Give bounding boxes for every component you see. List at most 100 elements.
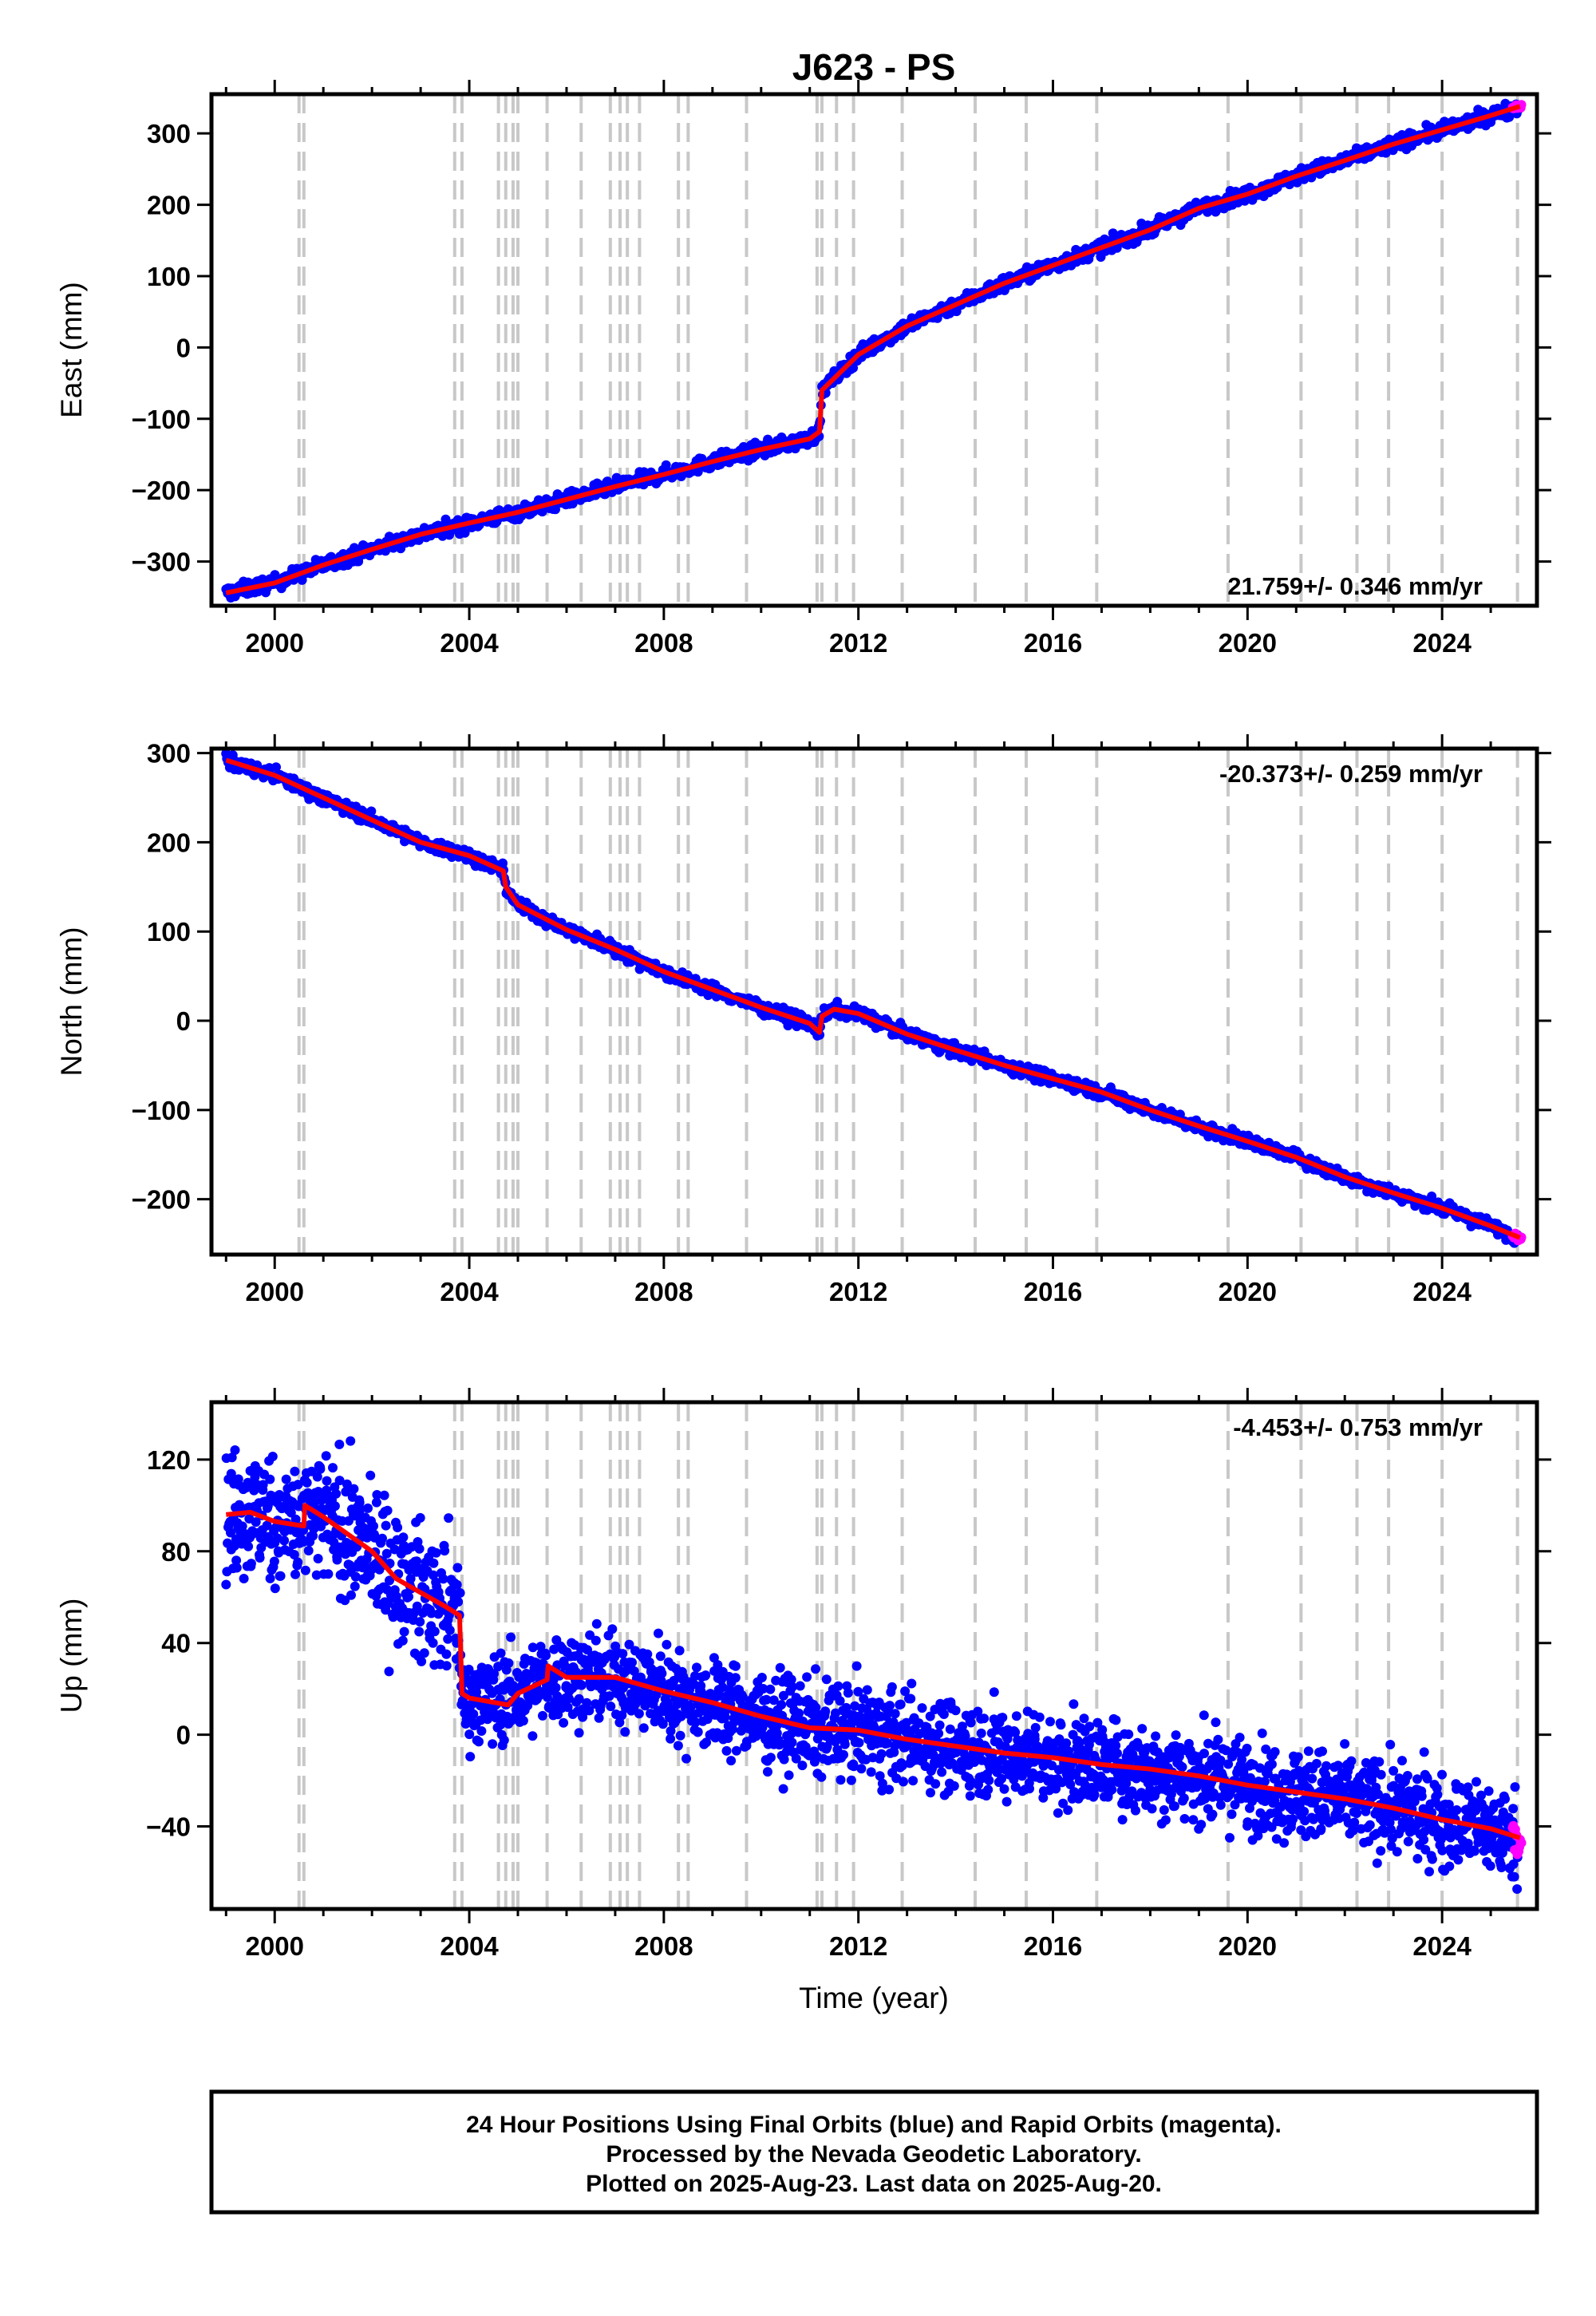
up-final-orbit-point xyxy=(350,1571,361,1582)
north-x-tick-label: 2004 xyxy=(440,1277,499,1306)
up-final-orbit-point xyxy=(468,1709,479,1719)
north-rate-label: -20.373+/- 0.259 mm/yr xyxy=(1219,760,1483,788)
up-final-orbit-point xyxy=(821,1674,832,1685)
up-final-orbit-point xyxy=(493,1662,504,1672)
up-final-orbit-point xyxy=(848,1761,859,1772)
up-final-orbit-point xyxy=(765,1684,776,1694)
north-final-orbit-point xyxy=(271,762,281,773)
up-final-orbit-point xyxy=(591,1635,601,1646)
north-data-layer xyxy=(221,749,1527,1248)
up-final-orbit-point xyxy=(651,1690,662,1700)
north-y-axis-label: North (mm) xyxy=(55,927,88,1076)
up-final-orbit-point xyxy=(563,1702,573,1713)
up-final-orbit-point xyxy=(275,1571,286,1581)
east-y-tick-label: −200 xyxy=(132,476,191,505)
up-final-orbit-point xyxy=(388,1612,398,1622)
up-final-orbit-point xyxy=(419,1648,429,1658)
up-final-orbit-point xyxy=(381,1520,391,1531)
up-final-orbit-point xyxy=(504,1658,514,1668)
up-final-orbit-point xyxy=(856,1764,867,1774)
up-final-orbit-point xyxy=(444,1513,454,1524)
up-final-orbit-point xyxy=(414,1543,425,1554)
up-final-orbit-point xyxy=(246,1559,256,1569)
up-final-orbit-point xyxy=(541,1650,551,1661)
up-final-orbit-point xyxy=(346,1436,356,1446)
up-final-orbit-point xyxy=(629,1666,639,1676)
up-data-layer xyxy=(221,1436,1527,1894)
east-y-axis-label: East (mm) xyxy=(55,282,88,418)
up-final-orbit-point xyxy=(371,1497,381,1508)
north-x-tick-label: 2016 xyxy=(1024,1277,1082,1306)
up-final-orbit-point xyxy=(429,1626,440,1637)
north-y-tick-label: −200 xyxy=(132,1185,191,1215)
up-final-orbit-point xyxy=(614,1717,625,1728)
up-final-orbit-point xyxy=(582,1697,592,1708)
up-final-orbit-point xyxy=(455,1588,465,1598)
up-final-orbit-point xyxy=(690,1717,701,1727)
up-final-orbit-point xyxy=(658,1719,668,1729)
east-y-tick-label: −300 xyxy=(132,547,191,577)
up-final-orbit-point xyxy=(843,1688,853,1698)
east-x-tick-label: 2004 xyxy=(440,628,499,658)
up-final-orbit-point xyxy=(854,1737,864,1748)
east-y-tick-label: 200 xyxy=(147,191,191,220)
east-y-tick-label: 300 xyxy=(147,119,191,148)
up-final-orbit-point xyxy=(866,1767,876,1777)
up-final-orbit-point xyxy=(464,1664,474,1674)
north-y-tick-label: 100 xyxy=(147,917,191,947)
up-final-orbit-point xyxy=(239,1574,249,1583)
figure-title: J623 - PS xyxy=(792,46,956,88)
north-x-tick-label: 2008 xyxy=(634,1277,693,1306)
east-x-tick-label: 2024 xyxy=(1412,628,1472,658)
up-final-orbit-point xyxy=(382,1505,393,1516)
up-final-orbit-point xyxy=(489,1669,499,1679)
up-final-orbit-point xyxy=(441,1661,452,1671)
up-final-orbit-point xyxy=(385,1575,394,1586)
up-final-orbit-point xyxy=(811,1664,820,1674)
up-final-orbit-point xyxy=(794,1708,804,1718)
up-final-orbit-point xyxy=(638,1723,649,1733)
up-final-orbit-point xyxy=(398,1532,409,1543)
up-final-orbit-point xyxy=(584,1705,595,1716)
up-final-orbit-point xyxy=(343,1516,354,1526)
east-y-tick-label: 0 xyxy=(176,333,191,362)
up-final-orbit-point xyxy=(758,1684,768,1694)
up-final-orbit-point xyxy=(654,1628,663,1638)
up-final-orbit-point xyxy=(231,1563,242,1573)
up-final-orbit-point xyxy=(279,1535,290,1546)
up-final-orbit-point xyxy=(624,1639,634,1650)
up-final-orbit-point xyxy=(379,1490,389,1500)
up-final-orbit-point xyxy=(784,1770,794,1780)
up-final-orbit-point xyxy=(415,1617,425,1627)
up-final-orbit-point xyxy=(673,1741,683,1751)
up-final-orbit-point xyxy=(293,1557,303,1567)
up-final-orbit-point xyxy=(795,1681,805,1691)
up-final-orbit-point xyxy=(243,1541,254,1551)
east-frame xyxy=(209,92,1539,608)
up-final-orbit-point xyxy=(655,1651,666,1662)
up-final-orbit-point xyxy=(538,1710,547,1721)
up-final-orbit-point xyxy=(835,1696,845,1706)
up-final-orbit-point xyxy=(831,1708,840,1718)
up-final-orbit-point xyxy=(574,1728,584,1738)
up-final-orbit-point xyxy=(499,1735,509,1745)
up-final-orbit-point xyxy=(464,1729,475,1740)
up-final-orbit-point xyxy=(377,1533,387,1543)
up-final-orbit-point xyxy=(574,1694,584,1704)
up-final-orbit-point xyxy=(221,1579,231,1590)
up-final-orbit-point xyxy=(290,1466,300,1476)
up-final-orbit-point xyxy=(350,1511,360,1521)
up-final-orbit-point xyxy=(697,1705,707,1716)
up-final-orbit-point xyxy=(426,1608,437,1618)
east-model-line xyxy=(225,104,1521,595)
up-final-orbit-point xyxy=(399,1626,409,1637)
up-final-orbit-point xyxy=(559,1717,569,1728)
up-final-orbit-point xyxy=(474,1737,484,1747)
up-final-orbit-point xyxy=(802,1672,812,1682)
up-final-orbit-point xyxy=(642,1649,653,1659)
up-final-orbit-point xyxy=(775,1662,785,1673)
up-final-orbit-point xyxy=(776,1700,787,1710)
up-final-orbit-point xyxy=(620,1727,630,1737)
up-final-orbit-point xyxy=(563,1694,574,1704)
up-final-orbit-point xyxy=(604,1691,614,1701)
